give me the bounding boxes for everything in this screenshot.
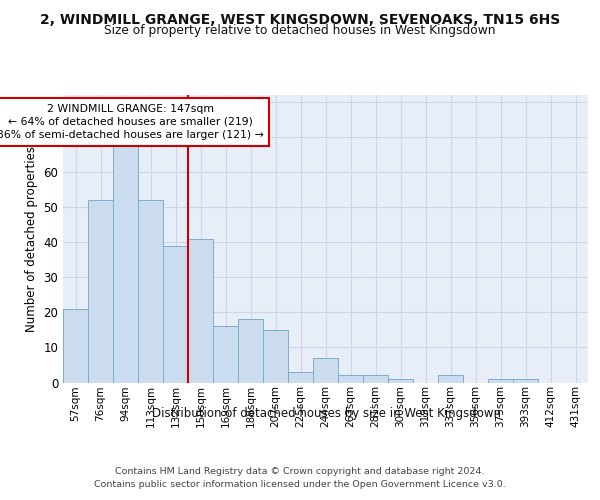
Bar [313, 358, 338, 382]
Bar [88, 200, 113, 382]
Bar [488, 379, 513, 382]
Bar [263, 330, 288, 382]
Bar [163, 246, 188, 382]
Text: 2, WINDMILL GRANGE, WEST KINGSDOWN, SEVENOAKS, TN15 6HS: 2, WINDMILL GRANGE, WEST KINGSDOWN, SEVE… [40, 12, 560, 26]
Bar [63, 309, 88, 382]
Text: Distribution of detached houses by size in West Kingsdown: Distribution of detached houses by size … [152, 408, 502, 420]
Y-axis label: Number of detached properties: Number of detached properties [25, 146, 38, 332]
Bar [388, 379, 413, 382]
Text: Size of property relative to detached houses in West Kingsdown: Size of property relative to detached ho… [104, 24, 496, 37]
Bar [338, 376, 363, 382]
Text: 2 WINDMILL GRANGE: 147sqm
← 64% of detached houses are smaller (219)
36% of semi: 2 WINDMILL GRANGE: 147sqm ← 64% of detac… [0, 104, 264, 140]
Bar [188, 239, 213, 382]
Text: Contains public sector information licensed under the Open Government Licence v3: Contains public sector information licen… [94, 480, 506, 489]
Bar [113, 144, 138, 382]
Bar [238, 320, 263, 382]
Bar [363, 376, 388, 382]
Bar [513, 379, 538, 382]
Bar [438, 376, 463, 382]
Bar [213, 326, 238, 382]
Bar [288, 372, 313, 382]
Text: Contains HM Land Registry data © Crown copyright and database right 2024.: Contains HM Land Registry data © Crown c… [115, 468, 485, 476]
Bar [138, 200, 163, 382]
